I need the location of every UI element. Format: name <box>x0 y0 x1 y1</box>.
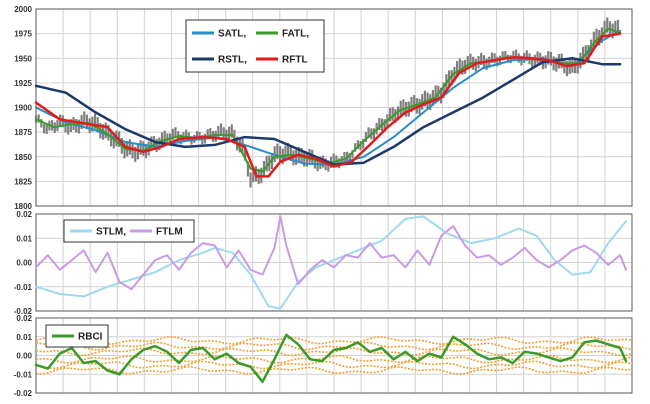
y-tick-label: 0.02 <box>16 314 32 323</box>
stlm-line <box>35 215 627 310</box>
y-tick-label: 0.00 <box>16 259 32 268</box>
band-line <box>35 354 633 364</box>
band-line <box>35 360 633 370</box>
y-tick-label: 1975 <box>14 30 32 39</box>
legend: SATL, FATL, RSTL, RFTL <box>185 19 325 73</box>
y-tick-label: 1825 <box>14 177 32 186</box>
rftl-line <box>34 32 622 178</box>
legend-label: STLM, <box>96 227 126 238</box>
y-tick-label: 1925 <box>14 79 32 88</box>
price-panel: 1800 1825 1850 1875 1900 1925 1950 1975 2000 SATL… <box>14 5 633 211</box>
y-tick-label: 1850 <box>14 153 32 162</box>
band-line <box>35 336 633 346</box>
y-tick-label: 0.02 <box>16 210 32 219</box>
y-tick-label: 1900 <box>14 104 32 113</box>
legend-box <box>45 324 109 348</box>
legend-label: RFTL <box>282 55 308 66</box>
legend-label: SATL, <box>218 29 246 40</box>
y-tick-label: 1950 <box>14 54 32 63</box>
y-tick-label: 2000 <box>14 5 32 14</box>
y-tick-label: 1800 <box>14 202 32 211</box>
rbci-panel: -0.02 -0.01 0.00 0.01 0.02 RBCI <box>14 314 633 398</box>
y-tick-label: -0.02 <box>14 307 33 316</box>
legend: STLM, FTLM <box>63 219 195 243</box>
ftlm-line <box>35 215 627 291</box>
plot-frame <box>35 317 633 394</box>
band-line <box>35 366 633 376</box>
band-line <box>35 341 633 351</box>
rstl-line <box>34 57 622 166</box>
legend-label: FATL, <box>282 29 309 40</box>
y-tick-label: 0.01 <box>16 333 32 342</box>
legend-label: RBCI <box>78 332 103 343</box>
legend-box <box>185 19 325 73</box>
legend-box <box>63 219 195 243</box>
y-tick-label: 0.01 <box>16 234 32 243</box>
rbci-line <box>34 333 628 384</box>
momentum-panel: -0.02 -0.01 0.00 0.01 0.02 STLM, FTLM <box>14 210 633 316</box>
y-tick-label: -0.02 <box>14 389 33 398</box>
legend: RBCI <box>45 324 109 348</box>
y-tick-label: -0.01 <box>14 283 33 292</box>
legend-label: RSTL, <box>218 55 247 66</box>
y-tick-label: 1875 <box>14 128 32 137</box>
y-tick-label: -0.01 <box>14 370 33 379</box>
legend-label: FTLM <box>156 227 183 238</box>
y-tick-label: 0.00 <box>16 352 32 361</box>
plot-frame <box>35 213 633 312</box>
